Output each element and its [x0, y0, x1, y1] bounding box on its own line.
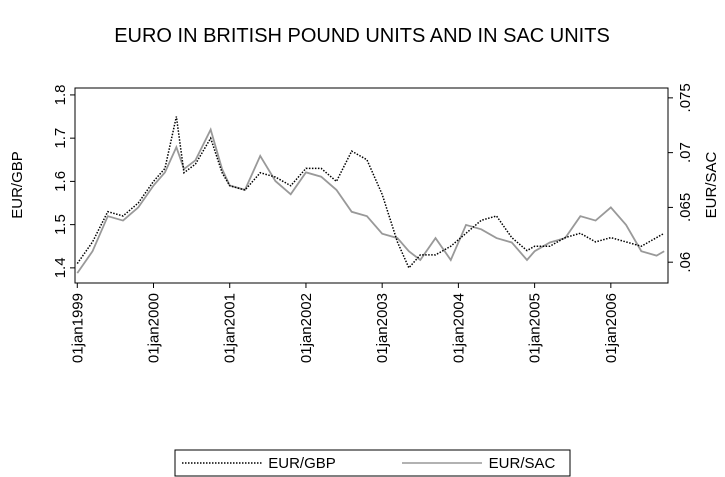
series-line: [76, 116, 665, 270]
x-tick-label: 01jan2000: [146, 293, 163, 363]
y2-axis-title: EUR/SAC: [703, 151, 720, 218]
x-tick-label: 01jan2005: [527, 293, 544, 363]
legend-label: EUR/SAC: [489, 455, 556, 472]
y-axis-title: EUR/GBP: [9, 151, 26, 219]
x-tick-label: 01jan2006: [603, 293, 620, 363]
y-tick-label: 1.5: [52, 214, 69, 235]
legend-label: EUR/GBP: [268, 455, 336, 472]
x-tick-label: 01jan1999: [69, 293, 86, 363]
x-tick-label: 01jan2003: [374, 293, 391, 363]
y-tick-label: 1.4: [52, 257, 69, 278]
plot-frame: [74, 87, 669, 284]
y-tick-label: 1.8: [52, 84, 69, 105]
y2-tick-label: .065: [677, 193, 694, 222]
y2-tick-label: .06: [677, 252, 694, 273]
y2-tick-label: .07: [677, 142, 694, 163]
x-tick-label: 01jan2002: [298, 293, 315, 363]
y-tick-label: 1.7: [52, 128, 69, 149]
y-tick-label: 1.6: [52, 171, 69, 192]
series-line: [76, 127, 665, 274]
y2-tick-label: .075: [677, 83, 694, 112]
legend-box: [174, 449, 571, 477]
x-tick-label: 01jan2004: [450, 293, 467, 363]
x-tick-label: 01jan2001: [222, 293, 239, 363]
chart-title: EURO IN BRITISH POUND UNITS AND IN SAC U…: [114, 25, 610, 47]
